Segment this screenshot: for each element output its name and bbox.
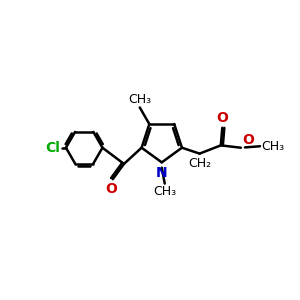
Text: O: O	[216, 111, 228, 125]
Text: O: O	[242, 133, 254, 146]
Text: CH₃: CH₃	[262, 140, 285, 153]
Text: CH₃: CH₃	[153, 185, 176, 198]
Text: O: O	[105, 182, 117, 196]
Text: CH₃: CH₃	[128, 93, 151, 106]
Text: Cl: Cl	[45, 141, 60, 155]
Text: N: N	[156, 166, 168, 180]
Text: CH₂: CH₂	[188, 157, 211, 170]
